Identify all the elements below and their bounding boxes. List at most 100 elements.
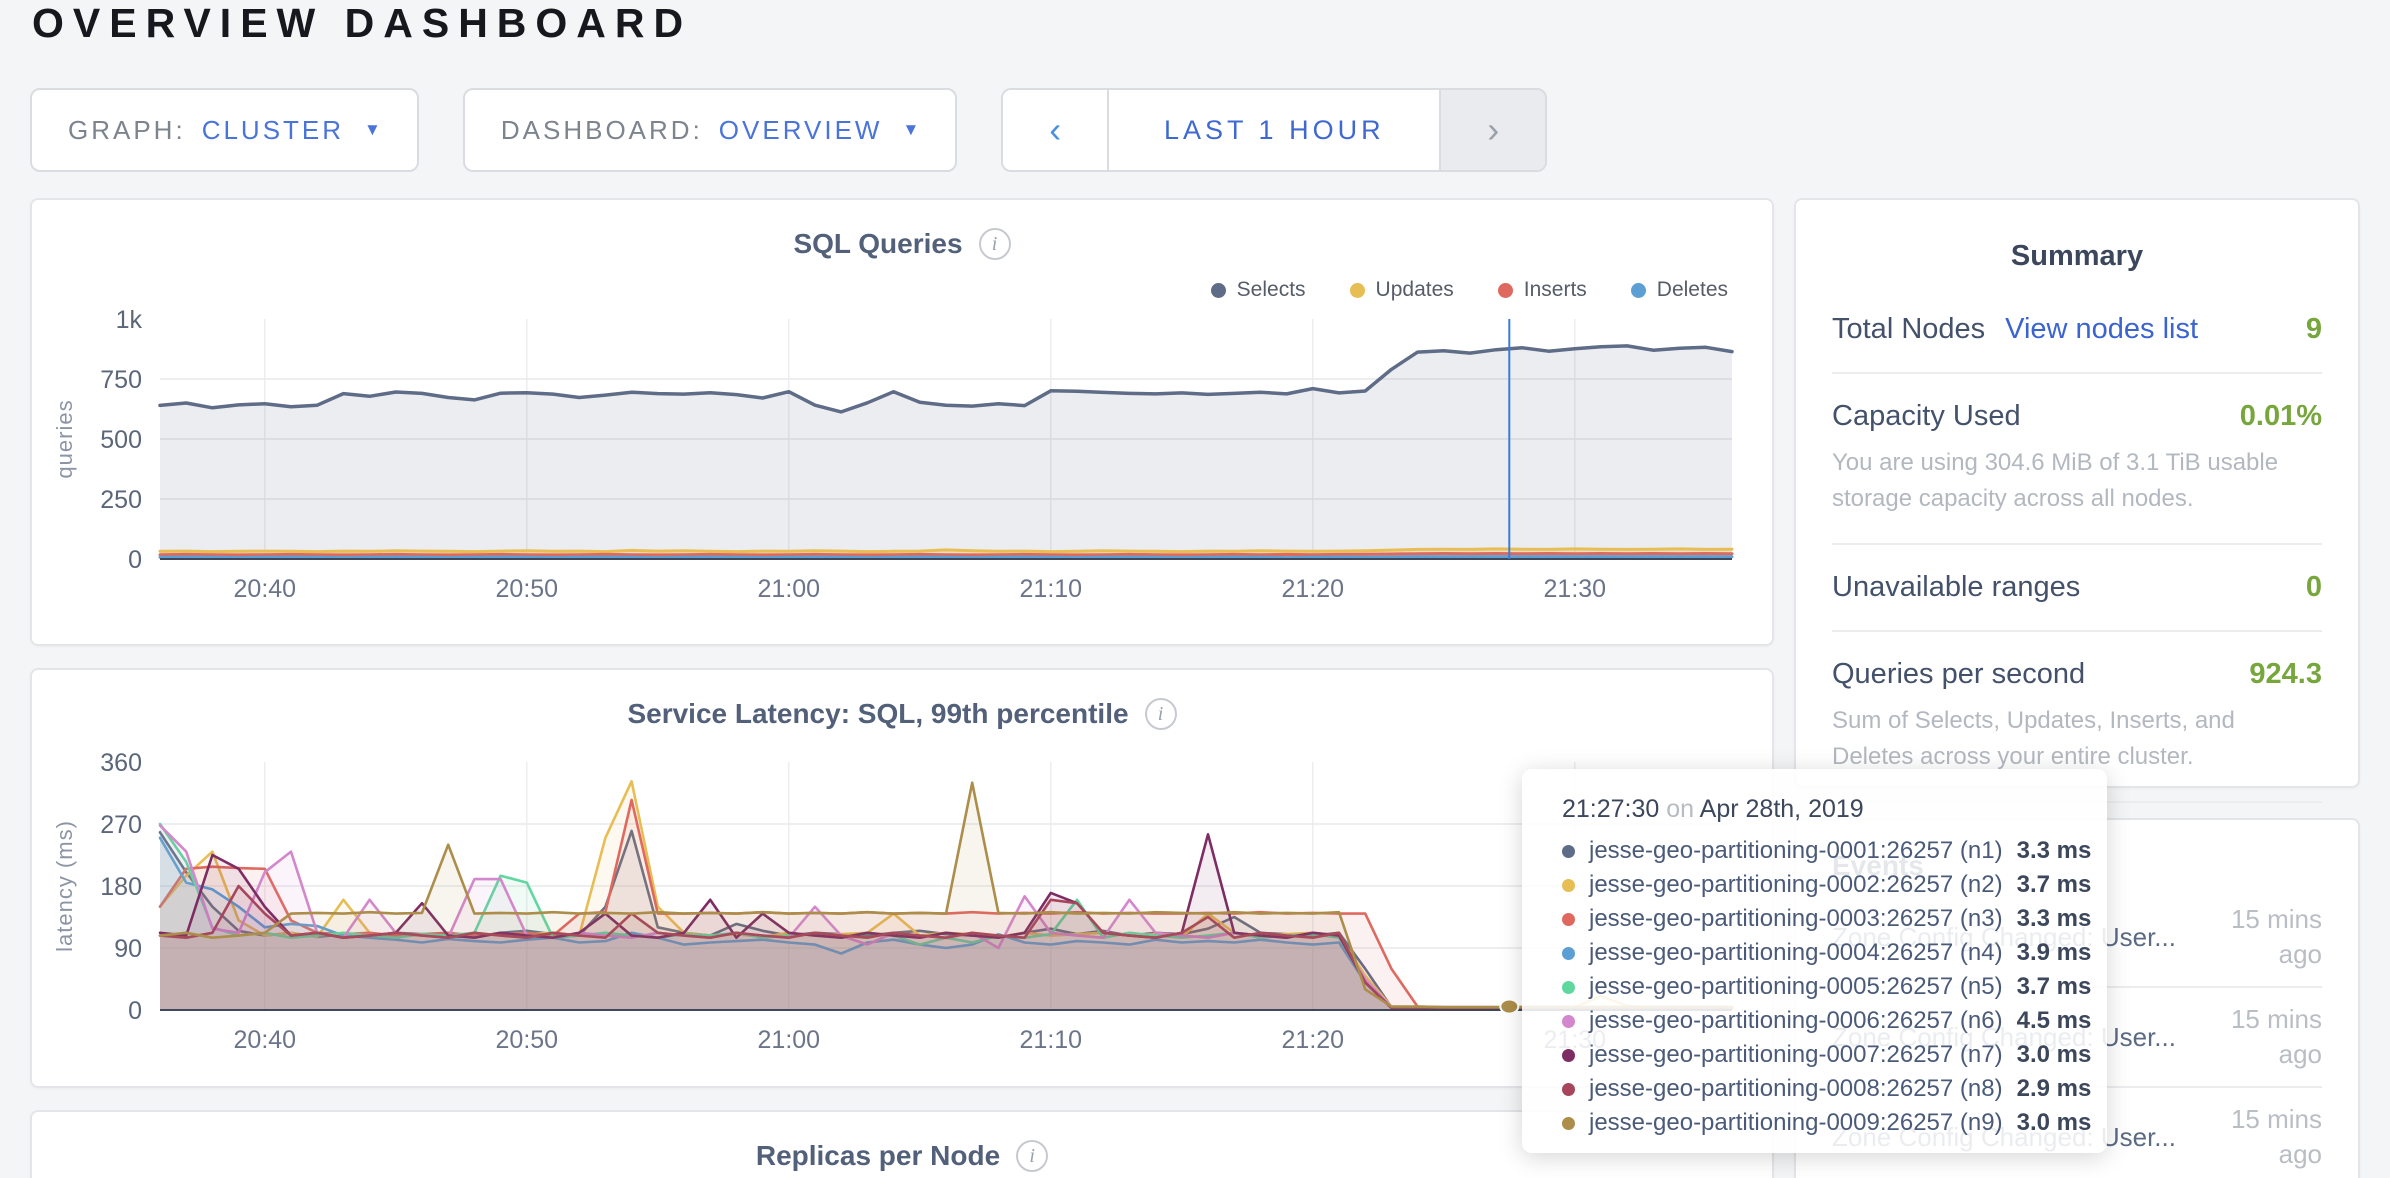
y-tick-label: 1k xyxy=(116,306,143,334)
summary-row: Capacity Used 0.01% You are using 304.6 Mi… xyxy=(1832,372,2322,543)
series-line xyxy=(158,555,1734,560)
tooltip-node-value: 3.0 ms xyxy=(2016,1041,2092,1068)
legend-dot-icon xyxy=(1497,282,1513,298)
tooltip-node-value: 4.5 ms xyxy=(2016,1007,2092,1034)
dashboard-dropdown[interactable]: DASHBOARD: OVERVIEW ▼ xyxy=(462,88,958,172)
summary-label: Capacity Used xyxy=(1832,400,2021,432)
tooltip-on-word: on xyxy=(1666,795,1695,823)
view-nodes-list-link[interactable]: View nodes list xyxy=(2005,313,2199,345)
legend-item-inserts[interactable]: Inserts xyxy=(1497,278,1587,302)
tooltip-row: jesse-geo-partitioning-0001:26257 (n1) 3.… xyxy=(1562,834,2091,868)
summary-value: 924.3 xyxy=(2249,658,2322,690)
time-range-selector: ‹ LAST 1 HOUR › xyxy=(1001,88,1548,172)
series-area xyxy=(160,825,1732,1010)
tooltip-date: Apr 28th, 2019 xyxy=(1699,795,1864,823)
legend-dot-icon xyxy=(1210,282,1226,298)
tooltip-row: jesse-geo-partitioning-0005:26257 (n5) 3.… xyxy=(1562,970,2091,1004)
tooltip-row: jesse-geo-partitioning-0009:26257 (n9) 3.… xyxy=(1562,1106,2091,1140)
x-tick-label: 20:40 xyxy=(234,575,297,603)
tooltip-node-value: 3.7 ms xyxy=(2016,973,2092,1000)
tooltip-node-name: jesse-geo-partitioning-0008:26257 (n8) xyxy=(1589,1075,2003,1102)
tooltip-rows: jesse-geo-partitioning-0001:26257 (n1) 3.… xyxy=(1562,834,2091,1140)
legend-dot-icon xyxy=(1630,282,1646,298)
series-area xyxy=(160,834,1732,1010)
legend-label: Deletes xyxy=(1656,278,1728,301)
event-time: 15 mins ago xyxy=(2230,1104,2322,1170)
tooltip-node-name: jesse-geo-partitioning-0009:26257 (n9) xyxy=(1589,1109,2003,1136)
legend-label: Selects xyxy=(1236,278,1306,301)
tooltip-row: jesse-geo-partitioning-0008:26257 (n8) 2.… xyxy=(1562,1072,2091,1106)
replicas-title-row: Replicas per Node i xyxy=(32,1140,1772,1172)
chevron-down-icon: ▼ xyxy=(902,120,920,139)
info-icon[interactable]: i xyxy=(1144,698,1177,730)
tooltip-row: jesse-geo-partitioning-0003:26257 (n3) 3.… xyxy=(1562,902,2091,936)
sql-queries-chart[interactable]: 0 250 500 750 1k 20:40 20:50 21:00 21:10 21:20 21:… xyxy=(32,300,1776,630)
y-tick-label: 0 xyxy=(128,546,142,574)
tooltip-node-name: jesse-geo-partitioning-0006:26257 (n6) xyxy=(1589,1007,2003,1034)
sql-queries-title-row: SQL Queries i xyxy=(32,228,1772,260)
summary-panel: Summary Total Nodes View nodes list 9 Capac… xyxy=(1794,198,2360,861)
tooltip-node-value: 3.3 ms xyxy=(2016,837,2092,864)
service-latency-title: Service Latency: SQL, 99th percentile xyxy=(627,698,1129,729)
time-range-label[interactable]: LAST 1 HOUR xyxy=(1164,114,1385,145)
series-dot-icon xyxy=(1562,980,1575,994)
summary-row: Unavailable ranges 0 xyxy=(1832,543,2322,630)
summary-value: 0.01% xyxy=(2239,400,2322,432)
x-tick-label: 20:40 xyxy=(234,1026,297,1054)
replicas-per-node-panel: Replicas per Node i xyxy=(30,1110,1774,1178)
tooltip-row: jesse-geo-partitioning-0006:26257 (n6) 4.… xyxy=(1562,1004,2091,1038)
time-prev-button[interactable]: ‹ xyxy=(1003,90,1110,170)
x-tick-label: 21:10 xyxy=(1020,575,1083,603)
series-area xyxy=(160,345,1732,559)
series-dot-icon xyxy=(1562,878,1575,892)
legend-label: Inserts xyxy=(1523,278,1587,301)
tooltip-row: jesse-geo-partitioning-0004:26257 (n4) 3.… xyxy=(1562,936,2091,970)
sql-queries-panel: SQL Queries i Selects Updates Inserts Delet… xyxy=(30,198,1774,646)
tooltip-node-name: jesse-geo-partitioning-0001:26257 (n1) xyxy=(1589,837,2003,864)
series-line xyxy=(158,344,1734,414)
series-area xyxy=(160,886,1732,1010)
info-icon[interactable]: i xyxy=(1016,1140,1049,1172)
y-tick-label: 750 xyxy=(100,366,142,394)
legend-label: Updates xyxy=(1375,278,1454,301)
x-tick-label: 21:20 xyxy=(1282,575,1345,603)
sql-queries-legend: Selects Updates Inserts Deletes xyxy=(1210,278,1728,302)
tooltip-node-value: 2.9 ms xyxy=(2016,1075,2092,1102)
event-time: 15 mins ago xyxy=(2230,1004,2322,1070)
dashboard-controls: GRAPH: CLUSTER ▼ DASHBOARD: OVERVIEW ▼ ‹… xyxy=(30,88,1548,172)
service-latency-chart[interactable]: 0 90 180 270 360 20:40 20:50 21:00 21:10 21:20 21:… xyxy=(32,748,1776,1078)
tooltip-node-name: jesse-geo-partitioning-0007:26257 (n7) xyxy=(1589,1041,2003,1068)
tooltip-node-name: jesse-geo-partitioning-0003:26257 (n3) xyxy=(1589,905,2003,932)
y-tick-label: 180 xyxy=(100,873,142,901)
graph-dropdown[interactable]: GRAPH: CLUSTER ▼ xyxy=(30,88,419,172)
chevron-down-icon: ▼ xyxy=(364,120,381,139)
legend-item-updates[interactable]: Updates xyxy=(1349,278,1454,302)
tooltip-node-value: 3.7 ms xyxy=(2016,871,2092,898)
legend-item-deletes[interactable]: Deletes xyxy=(1630,278,1728,302)
series-dot-icon xyxy=(1562,1014,1575,1028)
tooltip-row: jesse-geo-partitioning-0002:26257 (n2) 3.… xyxy=(1562,868,2091,902)
chart-hover-tooltip: 21:27:30 on Apr 28th, 2019 jesse-geo-par… xyxy=(1522,769,2107,1153)
y-tick-label: 360 xyxy=(100,749,142,777)
y-tick-label: 250 xyxy=(100,486,142,514)
summary-label: Queries per second xyxy=(1832,658,2086,690)
summary-label: Total Nodes xyxy=(1832,313,1986,345)
legend-item-selects[interactable]: Selects xyxy=(1210,278,1306,302)
summary-value: 9 xyxy=(2305,313,2322,345)
dashboard-dropdown-value: OVERVIEW xyxy=(718,114,883,145)
x-tick-label: 21:30 xyxy=(1544,575,1607,603)
hover-marker xyxy=(1499,998,1520,1015)
series-area xyxy=(160,782,1732,1010)
service-latency-panel: Service Latency: SQL, 99th percentile i … xyxy=(30,668,1774,1088)
legend-dot-icon xyxy=(1349,282,1365,298)
y-axis-label: queries xyxy=(52,399,77,478)
series-dot-icon xyxy=(1562,1048,1575,1062)
x-tick-label: 21:20 xyxy=(1282,1026,1345,1054)
summary-subtext: You are using 304.6 MiB of 3.1 TiB usabl… xyxy=(1832,449,2279,512)
replicas-per-node-title: Replicas per Node xyxy=(755,1140,1001,1171)
info-icon[interactable]: i xyxy=(978,228,1011,260)
time-next-button[interactable]: › xyxy=(1439,90,1546,170)
summary-row: Queries per second 924.3 Sum of Selects, U… xyxy=(1832,630,2322,801)
x-tick-label: 21:10 xyxy=(1020,1026,1083,1054)
